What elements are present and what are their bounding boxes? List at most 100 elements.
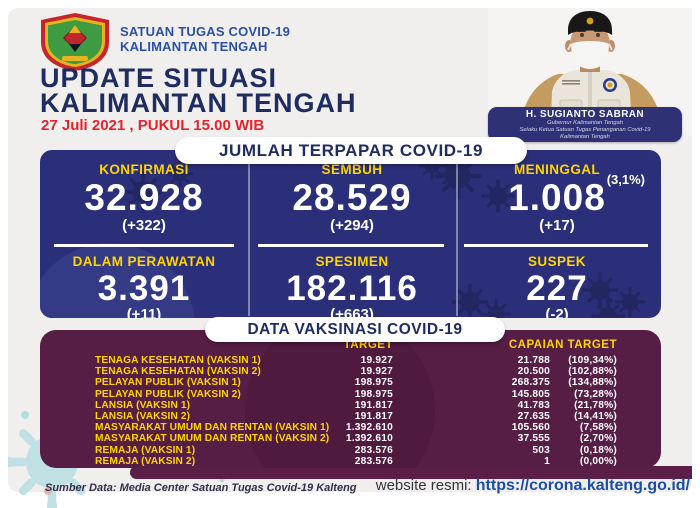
title-line1: UPDATE SITUASI xyxy=(40,63,278,93)
row-divider xyxy=(464,244,648,247)
vax-row: MASYARAKAT UMUM DAN RENTAN (VAKSIN 2) 1.… xyxy=(40,433,661,444)
stat-label: KONFIRMASI xyxy=(99,162,189,177)
official-website: website resmi: https://corona.kalteng.go… xyxy=(376,477,690,495)
stat-percentage-note: (3,1%) xyxy=(606,172,645,187)
vax-pct: (0,18%) xyxy=(579,444,617,456)
stat-label: SUSPEK xyxy=(528,254,586,269)
governor-role-3: Kalimantan Tengah xyxy=(560,133,610,140)
org-title: SATUAN TUGAS COVID-19 KALIMANTAN TENGAH xyxy=(120,24,290,54)
stat-value: 1.008 xyxy=(508,177,606,218)
kalteng-provincial-emblem-logo xyxy=(41,13,109,71)
stat-value: 227 xyxy=(526,269,588,308)
stat-sembuh: SEMBUH 28.529 (+294) xyxy=(248,162,456,234)
stat-delta: (+663) xyxy=(330,306,374,319)
vax-capaian: 105.560 xyxy=(511,422,550,434)
exposure-panel: KONFIRMASI 32.928 (+322) SEMBUH 28.529 (… xyxy=(40,150,661,318)
vax-capaian: 41.783 xyxy=(517,399,550,411)
vax-target: 19.927 xyxy=(360,366,393,378)
vax-pct: (7,58%) xyxy=(579,422,617,434)
vax-target: 283.576 xyxy=(354,444,393,456)
stat-meninggal: MENINGGAL (3,1%) 1.008 (+17) xyxy=(453,162,661,234)
stat-delta: (+294) xyxy=(330,217,374,234)
org-line2: KALIMANTAN TENGAH xyxy=(120,39,268,54)
stat-delta: (-2) xyxy=(545,306,569,319)
vax-row: LANSIA (VAKSIN 1) 191.817 41.783 (21,78%… xyxy=(40,400,661,411)
circle-decoration-maroon xyxy=(245,330,435,468)
website-label: website resmi: xyxy=(375,477,472,494)
column-divider xyxy=(456,152,458,316)
vax-pct: (2,70%) xyxy=(579,433,617,445)
vax-target: 191.817 xyxy=(354,411,393,423)
org-line1: SATUAN TUGAS COVID-19 xyxy=(120,24,291,39)
vax-row: TENAGA KESEHATAN (VAKSIN 2) 19.927 20.50… xyxy=(40,366,661,377)
vaccination-banner: DATA VAKSINASI COVID-19 xyxy=(205,317,505,342)
stat-value: 32.928 xyxy=(84,177,204,218)
column-divider xyxy=(248,152,250,316)
vax-capaian: 1 xyxy=(544,455,550,467)
vax-pct: (0,00%) xyxy=(579,455,617,467)
vax-capaian: 37.555 xyxy=(517,433,550,445)
vax-label: TENAGA KESEHATAN (VAKSIN 2) xyxy=(95,366,261,378)
website-url-link[interactable]: https://corona.kalteng.go.id/ xyxy=(475,477,690,494)
vax-capaian: 503 xyxy=(532,444,550,456)
stat-spesimen: SPESIMEN 182.116 (+663) xyxy=(248,254,456,318)
vax-row: TENAGA KESEHATAN (VAKSIN 1) 19.927 21.78… xyxy=(40,355,661,366)
vax-pct: (21,78%) xyxy=(574,399,617,411)
vax-row: REMAJA (VAKSIN 1) 283.576 503 (0,18%) xyxy=(40,445,661,456)
data-source-note: Sumber Data: Media Center Satuan Tugas C… xyxy=(45,482,357,494)
vax-target: 198.975 xyxy=(354,377,393,389)
vax-row: REMAJA (VAKSIN 2) 283.576 1 (0,00%) xyxy=(40,456,661,467)
vax-target: 191.817 xyxy=(354,399,393,411)
vax-capaian: 27.635 xyxy=(517,411,550,423)
vax-label: PELAYAN PUBLIK (VAKSIN 1) xyxy=(95,377,241,389)
stat-konfirmasi: KONFIRMASI 32.928 (+322) xyxy=(40,162,248,234)
vax-row: MASYARAKAT UMUM DAN RENTAN (VAKSIN 1) 1.… xyxy=(40,422,661,433)
vax-label: LANSIA (VAKSIN 1) xyxy=(95,399,191,411)
vax-capaian: 268.375 xyxy=(511,377,550,389)
vax-capaian: 21.788 xyxy=(517,355,550,367)
vax-capaian: 145.805 xyxy=(511,388,550,400)
page-title: UPDATE SITUASI KALIMANTAN TENGAH xyxy=(40,63,357,118)
vax-pct: (134,88%) xyxy=(568,377,617,389)
stat-delta: (+11) xyxy=(126,306,162,319)
stat-suspek: SUSPEK 227 (-2) xyxy=(453,254,661,318)
stat-label: SPESIMEN xyxy=(315,254,389,269)
vax-label: REMAJA (VAKSIN 2) xyxy=(95,455,196,467)
vax-pct: (102,88%) xyxy=(568,366,617,378)
vax-pct: (109,34%) xyxy=(568,355,617,367)
vax-target: 198.975 xyxy=(354,388,393,400)
governor-caption: H. SUGIANTO SABRAN Gubernur Kalimantan T… xyxy=(488,107,682,142)
vax-target: 19.927 xyxy=(360,355,393,367)
stat-label: DALAM PERAWATAN xyxy=(72,254,216,269)
stat-value: 28.529 xyxy=(292,177,412,218)
vax-label: PELAYAN PUBLIK (VAKSIN 2) xyxy=(95,388,241,400)
footer-accent-bar xyxy=(130,466,692,479)
vax-target: 283.576 xyxy=(354,455,393,467)
stat-delta: (+17) xyxy=(539,217,575,234)
row-divider xyxy=(54,244,234,247)
vaccination-panel: TARGET CAPAIAN TARGET TENAGA KESEHATAN (… xyxy=(40,330,661,468)
virus-decoration-navy xyxy=(40,150,647,318)
vax-row: PELAYAN PUBLIK (VAKSIN 2) 198.975 145.80… xyxy=(40,389,661,400)
vax-target: 1.392.610 xyxy=(345,433,393,445)
vax-label: MASYARAKAT UMUM DAN RENTAN (VAKSIN 2) xyxy=(95,433,330,445)
vaccination-table: TENAGA KESEHATAN (VAKSIN 1) 19.927 21.78… xyxy=(40,355,661,467)
vax-label: REMAJA (VAKSIN 1) xyxy=(95,444,196,456)
governor-name: H. SUGIANTO SABRAN xyxy=(525,109,645,120)
stat-label: SEMBUH xyxy=(321,162,383,177)
vax-label: MASYARAKAT UMUM DAN RENTAN (VAKSIN 1) xyxy=(95,422,330,434)
stat-value: 182.116 xyxy=(286,269,418,308)
exposure-banner: JUMLAH TERPAPAR COVID-19 xyxy=(175,137,527,164)
stat-label: MENINGGAL xyxy=(513,162,601,177)
vax-pct: (14,41%) xyxy=(574,411,617,423)
stat-value: 3.391 xyxy=(97,269,191,308)
stat-dalam-perawatan: DALAM PERAWATAN 3.391 (+11) xyxy=(40,254,248,318)
title-line2: KALIMANTAN TENGAH xyxy=(40,88,357,118)
governor-role-1: Gubernur Kalimantan Tengah xyxy=(547,120,623,126)
vax-target: 1.392.610 xyxy=(345,422,393,434)
row-divider xyxy=(258,244,444,247)
stat-delta: (+322) xyxy=(122,217,166,234)
vax-label: LANSIA (VAKSIN 2) xyxy=(95,411,191,423)
column-header-capaian: CAPAIAN TARGET xyxy=(508,339,617,351)
infographic-card: SATUAN TUGAS COVID-19 KALIMANTAN TENGAH … xyxy=(8,8,692,492)
